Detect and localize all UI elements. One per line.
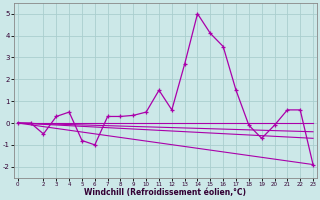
X-axis label: Windchill (Refroidissement éolien,°C): Windchill (Refroidissement éolien,°C) [84, 188, 246, 197]
